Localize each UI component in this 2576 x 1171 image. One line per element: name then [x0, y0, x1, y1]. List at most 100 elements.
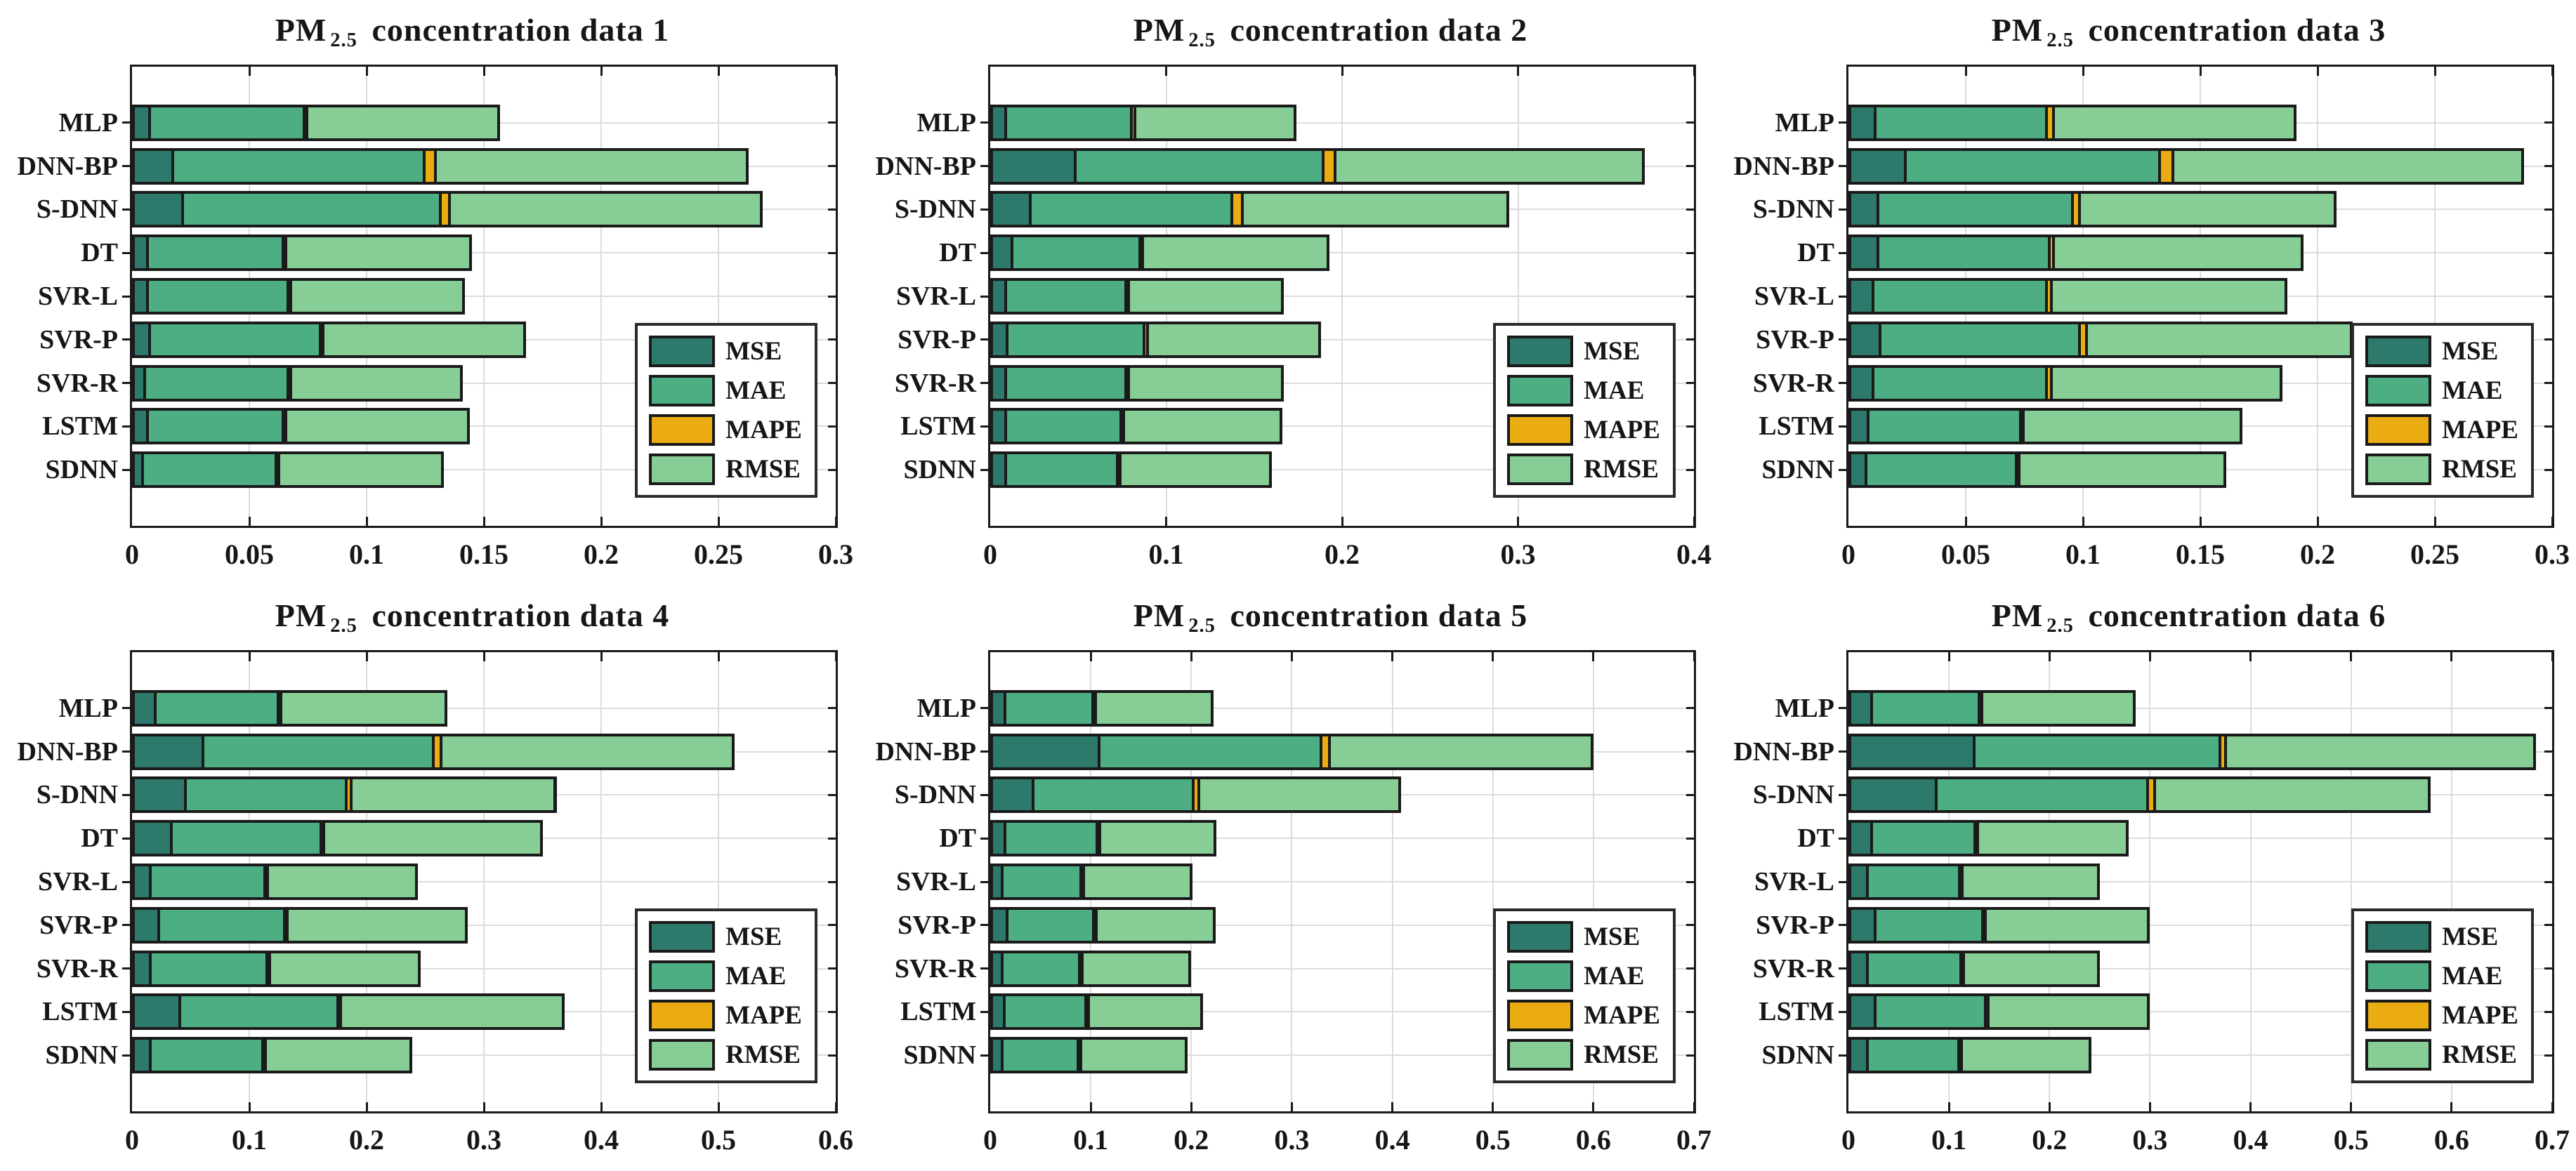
- y-gridline: [990, 838, 1694, 840]
- bar-segment-mse: [135, 866, 152, 897]
- legend-swatch-mae: [649, 375, 716, 406]
- legend-box: MSE MAE MAPE RMSE: [2351, 908, 2534, 1083]
- bar-segment-mae: [1006, 368, 1127, 399]
- bar-segment-mae: [1877, 107, 2049, 138]
- bar-segment-mae: [1006, 281, 1127, 312]
- y-tick-mark: [122, 793, 130, 796]
- x-axis-tick-label: 0.6: [818, 1124, 853, 1156]
- y-tick-mark: [2544, 165, 2552, 168]
- y-tick-mark: [1839, 338, 1846, 341]
- y-gridline: [1848, 1011, 2552, 1013]
- x-tick-mark: [1592, 652, 1595, 661]
- y-tick-mark: [2544, 924, 2552, 927]
- bar-segment-rmse: [2052, 368, 2280, 399]
- x-tick-mark: [1165, 517, 1167, 526]
- y-tick-mark: [1686, 750, 1694, 753]
- y-axis-label-lstm: LSTM: [1759, 411, 1834, 442]
- y-tick-mark: [980, 338, 988, 341]
- x-tick-mark: [1290, 1102, 1293, 1111]
- y-tick-mark: [1839, 425, 1846, 428]
- bar-segment-rmse: [1144, 237, 1327, 268]
- x-axis-tick-label: 0.15: [2176, 538, 2225, 570]
- chart-panel-6: PM 2.5 concentration data 6 MLP DNN-BP S-DNN…: [1716, 586, 2575, 1171]
- bar-segment-mse: [993, 866, 1004, 897]
- y-gridline: [990, 924, 1694, 926]
- bar-segment-mse: [135, 368, 147, 399]
- stacked-bar-sdnn: [1848, 451, 2226, 488]
- y-axis-label-sdnn: SDNN: [903, 1040, 976, 1071]
- bar-segment-mape: [1322, 736, 1331, 767]
- y-tick-mark: [828, 338, 836, 341]
- x-tick-mark: [1947, 1102, 1950, 1111]
- stacked-bar-dt: [990, 234, 1330, 271]
- bar-segment-rmse: [269, 866, 416, 897]
- y-tick-mark: [1839, 251, 1846, 254]
- y-tick-mark: [122, 295, 130, 298]
- bar-segment-mae: [1077, 151, 1325, 182]
- stacked-bar-dnn-bp: [990, 148, 1645, 185]
- bar-segment-mse: [993, 454, 1007, 485]
- stacked-bar-svr-p: [990, 907, 1216, 944]
- x-tick-mark: [717, 1102, 720, 1111]
- y-axis-label-svr-l: SVR-L: [37, 282, 118, 311]
- stacked-bar-svr-p: [132, 322, 527, 358]
- bar-segment-mse: [1851, 693, 1873, 724]
- bar-segment-mse: [993, 823, 1007, 854]
- legend-item-mae: MAE: [1507, 375, 1660, 406]
- y-tick-mark: [1839, 468, 1846, 471]
- y-tick-mark: [1839, 793, 1846, 796]
- legend-item-mae: MAE: [649, 375, 802, 406]
- bar-segment-mae: [174, 151, 426, 182]
- x-axis-tick-label: 0.3: [2535, 538, 2570, 570]
- bar-segment-mae: [1006, 107, 1133, 138]
- y-axis-label-svr-p: SVR-P: [39, 324, 118, 355]
- bar-segment-rmse: [1963, 866, 2097, 897]
- bar-segment-mae: [1868, 1040, 1961, 1071]
- bar-segment-mape: [1126, 368, 1130, 399]
- y-tick-mark: [1839, 837, 1846, 840]
- y-tick-mark: [1686, 837, 1694, 840]
- bar-segment-mape: [268, 953, 272, 984]
- bar-segment-mape: [263, 1040, 267, 1071]
- x-tick-mark: [365, 517, 368, 526]
- bar-segment-mape: [1141, 237, 1145, 268]
- y-tick-mark: [1686, 1010, 1694, 1013]
- stacked-bar-svr-l: [1848, 278, 2287, 315]
- y-tick-mark: [2544, 121, 2552, 124]
- bar-segment-mae: [1005, 996, 1088, 1027]
- bar-segment-mae: [1100, 736, 1323, 767]
- y-tick-mark: [122, 707, 130, 710]
- y-gridline: [132, 881, 836, 882]
- bar-segment-mae: [1874, 281, 2049, 312]
- stacked-bar-dnn-bp: [132, 148, 749, 185]
- y-axis-label-dnn-bp: DNN-BP: [17, 736, 118, 767]
- legend-label: MSE: [2442, 922, 2499, 951]
- bar-segment-mae: [144, 454, 278, 485]
- y-axis-label-s-dnn: S-DNN: [894, 194, 976, 225]
- x-tick-mark: [2316, 517, 2319, 526]
- y-tick-mark: [1839, 750, 1846, 753]
- stacked-bar-dt: [1848, 234, 2304, 271]
- y-gridline: [132, 382, 836, 384]
- y-axis-label-s-dnn: S-DNN: [36, 194, 118, 225]
- y-gridline: [132, 967, 836, 970]
- y-gridline: [990, 382, 1694, 384]
- x-axis-tick-label: 0.3: [2132, 1124, 2168, 1156]
- bar-segment-rmse: [1096, 693, 1211, 724]
- y-gridline: [1848, 1054, 2552, 1057]
- y-gridline: [990, 296, 1694, 297]
- y-tick-mark: [122, 208, 130, 211]
- bar-segment-mape: [1233, 194, 1244, 225]
- bar-segment-mse: [993, 411, 1007, 442]
- y-tick-mark: [828, 165, 836, 168]
- legend-label: MAE: [725, 962, 787, 991]
- y-axis-label-dnn-bp: DNN-BP: [875, 151, 976, 181]
- legend-label: RMSE: [725, 1040, 801, 1069]
- y-tick-mark: [2544, 967, 2552, 970]
- legend-item-mse: MSE: [1507, 921, 1660, 953]
- y-axis-label-sdnn: SDNN: [1761, 1040, 1834, 1071]
- bar-segment-mse: [993, 693, 1007, 724]
- bar-segment-rmse: [287, 411, 467, 442]
- bar-segment-mse: [993, 368, 1007, 399]
- bar-segment-mae: [150, 107, 306, 138]
